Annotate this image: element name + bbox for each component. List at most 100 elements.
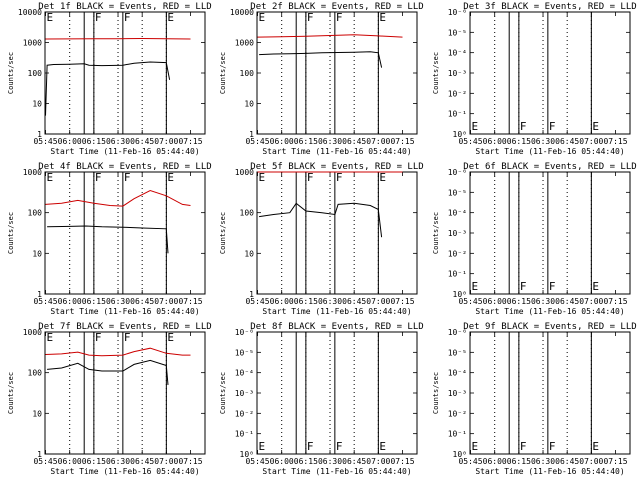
x-tick-label: 06:00 — [270, 457, 294, 466]
x-tick-label: 06:45 — [342, 457, 366, 466]
y-tick-label: 100 — [28, 209, 43, 218]
x-tick-label: 06:45 — [555, 137, 579, 146]
interval-marker-label: E — [379, 11, 386, 24]
y-tick-label: 10⁰ — [453, 450, 467, 459]
interval-marker-label: F — [549, 440, 556, 453]
plot-frame — [469, 11, 631, 135]
x-axis-label: Start Time (11-Feb-16 05:44:40) — [262, 307, 411, 316]
x-tick-label: 07:00 — [366, 137, 390, 146]
y-tick-label: 10 — [32, 249, 42, 258]
chart-title: Det 6f BLACK = Events, RED = LLD — [463, 162, 636, 172]
chart-panel-1: Det 1f BLACK = Events, RED = LLD 1 10 100 10… — [7, 2, 212, 156]
chart-title: Det 3f BLACK = Events, RED = LLD — [463, 2, 636, 12]
interval-marker-label: E — [47, 331, 54, 344]
y-tick-label: 1000 — [23, 328, 42, 337]
x-tick-label: 07:00 — [154, 137, 178, 146]
y-tick-label: 100 — [28, 369, 43, 378]
x-tick-label: 06:00 — [58, 457, 82, 466]
y-tick-label: 1000 — [235, 168, 254, 177]
x-axis-label: Start Time (11-Feb-16 05:44:40) — [475, 467, 624, 476]
interval-marker-label: E — [472, 120, 479, 133]
y-tick-label: 10⁻⁵ — [235, 348, 254, 357]
interval-marker-label: F — [520, 120, 527, 133]
plot-frame — [256, 11, 418, 135]
x-tick-label: 06:15 — [82, 457, 106, 466]
x-tick-label: 06:45 — [555, 297, 579, 306]
interval-marker-label: E — [259, 11, 266, 24]
lld-rate-line — [45, 37, 191, 40]
event-rate-line — [259, 51, 383, 68]
x-tick-label: 05:45 — [245, 297, 269, 306]
chart-panel-9: Det 9f BLACK = Events, RED = LLD 10⁰ 10⁻¹ 1… — [432, 322, 637, 476]
y-tick-label: 10⁻⁵ — [448, 28, 467, 37]
x-tick-label: 05:45 — [33, 457, 57, 466]
x-tick-label: 06:45 — [342, 297, 366, 306]
x-tick-label: 05:45 — [458, 137, 482, 146]
x-tick-label: 07:15 — [390, 297, 414, 306]
interval-marker-label: F — [307, 440, 314, 453]
x-tick-label: 06:45 — [130, 457, 154, 466]
interval-marker-label: E — [167, 331, 174, 344]
x-tick-label: 06:00 — [270, 297, 294, 306]
chart-panel-2: Det 2f BLACK = Events, RED = LLD 1 10 100 10… — [219, 2, 424, 156]
interval-marker-label: F — [520, 280, 527, 293]
y-tick-label: 10 — [32, 409, 42, 418]
y-tick-label: 10⁻¹ — [448, 270, 467, 279]
y-tick-label: 10000 — [230, 8, 254, 17]
x-tick-label: 07:15 — [178, 457, 202, 466]
event-rate-line — [47, 225, 169, 254]
y-tick-label: 10⁻³ — [448, 229, 467, 238]
plot-frame — [44, 331, 206, 455]
plot-frame — [256, 171, 418, 295]
y-tick-label: 10⁻³ — [448, 389, 467, 398]
chart-panel-7: Det 7f BLACK = Events, RED = LLD 1 10 100 10… — [7, 322, 212, 476]
x-tick-label: 07:15 — [178, 137, 202, 146]
interval-marker-label: F — [95, 11, 102, 24]
x-tick-label: 06:30 — [531, 137, 555, 146]
x-tick-label: 07:00 — [579, 137, 603, 146]
x-tick-label: 05:45 — [245, 137, 269, 146]
interval-marker-label: E — [167, 11, 174, 24]
x-tick-label: 07:00 — [579, 457, 603, 466]
x-tick-label: 06:00 — [483, 457, 507, 466]
interval-marker-label: E — [379, 440, 386, 453]
interval-marker-label: F — [124, 11, 131, 24]
y-tick-label: 1 — [37, 450, 42, 459]
interval-marker-label: E — [592, 280, 599, 293]
x-tick-label: 06:15 — [294, 297, 318, 306]
y-tick-label: 10⁻² — [448, 409, 467, 418]
x-tick-label: 06:45 — [130, 297, 154, 306]
x-tick-label: 06:00 — [58, 137, 82, 146]
x-tick-label: 05:45 — [33, 137, 57, 146]
chart-title: Det 8f BLACK = Events, RED = LLD — [250, 322, 423, 332]
y-axis-label: Counts/sec — [7, 52, 15, 94]
y-tick-label: 100 — [240, 69, 255, 78]
interval-marker-label: E — [259, 440, 266, 453]
plot-frame — [256, 331, 418, 455]
interval-marker-label: E — [592, 120, 599, 133]
x-tick-label: 06:00 — [483, 297, 507, 306]
x-tick-label: 05:45 — [458, 457, 482, 466]
x-tick-label: 06:00 — [483, 137, 507, 146]
x-axis-label: Start Time (11-Feb-16 05:44:40) — [475, 307, 624, 316]
x-tick-label: 05:45 — [458, 297, 482, 306]
y-axis-label: Counts/sec — [219, 212, 227, 254]
y-tick-label: 10 — [244, 100, 254, 109]
interval-marker-label: F — [549, 120, 556, 133]
plot-frame — [469, 331, 631, 455]
y-tick-label: 10 — [32, 100, 42, 109]
y-tick-label: 1 — [37, 290, 42, 299]
interval-marker-label: F — [307, 11, 314, 24]
x-tick-label: 07:15 — [390, 457, 414, 466]
y-tick-label: 10⁻⁴ — [448, 49, 467, 58]
x-tick-label: 06:45 — [342, 137, 366, 146]
lld-rate-line — [45, 189, 191, 207]
y-tick-label: 10⁻¹ — [235, 430, 254, 439]
y-tick-label: 1 — [249, 290, 254, 299]
interval-marker-label: E — [472, 280, 479, 293]
x-tick-label: 07:00 — [366, 457, 390, 466]
chart-title: Det 5f BLACK = Events, RED = LLD — [250, 162, 423, 172]
y-tick-label: 100 — [28, 69, 43, 78]
y-axis-label: Counts/sec — [432, 52, 440, 94]
